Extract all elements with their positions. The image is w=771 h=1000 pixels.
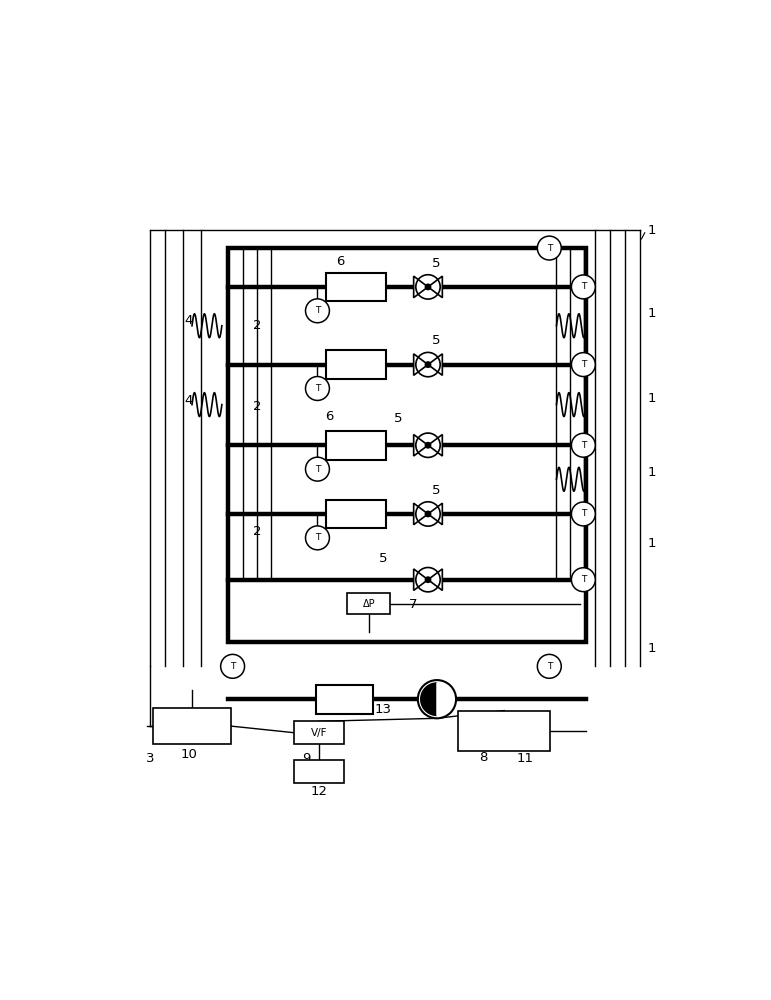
Circle shape (571, 433, 595, 457)
Circle shape (571, 353, 595, 377)
Text: V/F: V/F (311, 728, 327, 738)
Circle shape (305, 457, 329, 481)
Circle shape (426, 362, 430, 367)
Bar (153, 708, 231, 744)
Text: 1: 1 (648, 307, 656, 320)
Circle shape (426, 284, 430, 289)
Polygon shape (428, 354, 443, 375)
Polygon shape (414, 434, 428, 456)
Text: T: T (581, 575, 586, 584)
Text: T: T (315, 533, 320, 542)
Text: 1: 1 (648, 392, 656, 405)
Circle shape (426, 443, 430, 448)
Bar (458, 711, 550, 751)
Text: T: T (581, 282, 586, 291)
Text: 1: 1 (648, 224, 656, 237)
Bar (326, 431, 386, 460)
Text: 5: 5 (432, 257, 440, 270)
Text: 6: 6 (336, 255, 345, 268)
Bar (228, 248, 586, 642)
Bar (326, 500, 386, 528)
Text: 6: 6 (325, 410, 334, 423)
Text: T: T (547, 244, 552, 253)
Text: 5: 5 (394, 412, 402, 425)
Text: T: T (315, 465, 320, 474)
Text: ΔP: ΔP (362, 599, 375, 609)
Text: 1: 1 (648, 642, 656, 655)
Text: T: T (315, 306, 320, 315)
Bar (294, 760, 345, 783)
Bar (347, 593, 390, 614)
Circle shape (305, 526, 329, 550)
Text: 5: 5 (432, 484, 440, 497)
Bar (326, 350, 386, 379)
Bar (294, 721, 345, 744)
Text: T: T (581, 509, 586, 518)
Text: 1: 1 (648, 537, 656, 550)
Polygon shape (437, 683, 453, 715)
Text: T: T (230, 662, 235, 671)
Text: 8: 8 (480, 751, 488, 764)
Bar (316, 685, 372, 714)
Text: 2: 2 (254, 525, 262, 538)
Text: 9: 9 (302, 752, 311, 765)
Text: 13: 13 (375, 703, 392, 716)
Polygon shape (428, 434, 443, 456)
Text: 4: 4 (185, 394, 194, 407)
Text: 7: 7 (409, 598, 417, 611)
Text: 11: 11 (517, 752, 534, 765)
Text: 1: 1 (648, 466, 656, 479)
Circle shape (571, 568, 595, 592)
Text: 5: 5 (379, 552, 388, 565)
Circle shape (418, 680, 456, 718)
Circle shape (537, 236, 561, 260)
Circle shape (571, 502, 595, 526)
Text: T: T (547, 662, 552, 671)
Text: 10: 10 (180, 748, 197, 761)
Text: T: T (315, 384, 320, 393)
Text: T: T (581, 441, 586, 450)
Text: T: T (581, 360, 586, 369)
Polygon shape (428, 276, 443, 298)
Circle shape (305, 377, 329, 400)
Circle shape (571, 275, 595, 299)
Polygon shape (414, 276, 428, 298)
Text: 2: 2 (254, 319, 262, 332)
Text: 2: 2 (254, 400, 262, 413)
Polygon shape (414, 354, 428, 375)
Circle shape (426, 577, 430, 582)
Polygon shape (421, 683, 437, 715)
Polygon shape (414, 503, 428, 525)
Circle shape (305, 299, 329, 323)
Bar (326, 273, 386, 301)
Circle shape (537, 654, 561, 678)
Circle shape (426, 511, 430, 517)
Polygon shape (428, 503, 443, 525)
Polygon shape (414, 569, 428, 590)
Text: 3: 3 (146, 752, 154, 765)
Text: 5: 5 (432, 334, 440, 347)
Text: 12: 12 (310, 785, 327, 798)
Polygon shape (428, 569, 443, 590)
Circle shape (221, 654, 244, 678)
Text: 4: 4 (185, 314, 194, 327)
